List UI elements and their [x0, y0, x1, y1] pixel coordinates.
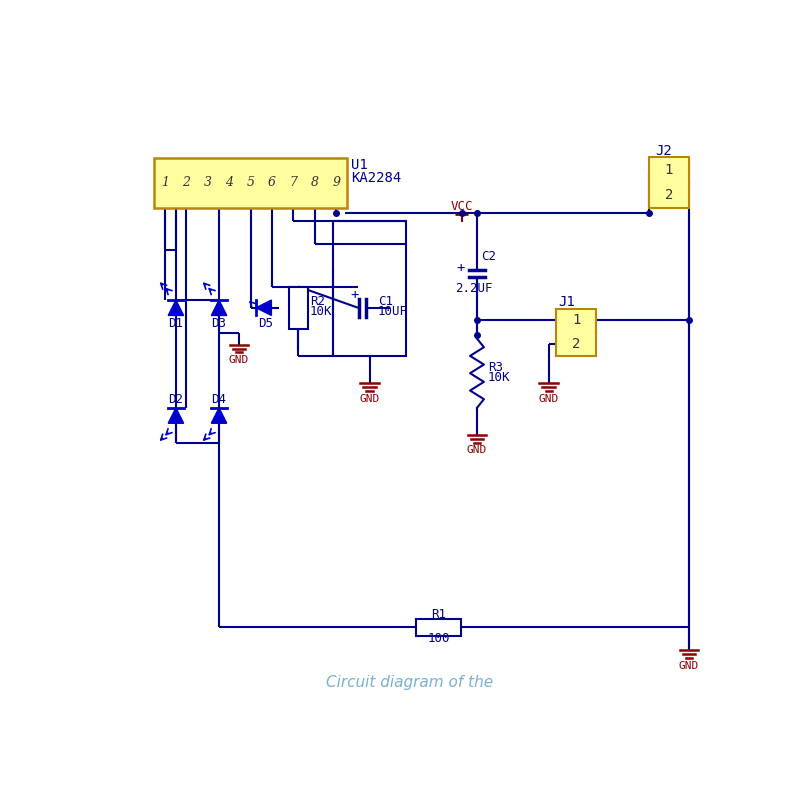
Text: 6: 6 [268, 176, 276, 189]
Text: GND: GND [229, 355, 249, 365]
Text: 5: 5 [246, 176, 254, 189]
Text: 10UF: 10UF [378, 305, 408, 318]
Text: +: + [456, 262, 465, 275]
Text: GND: GND [467, 445, 487, 455]
Text: C1: C1 [378, 295, 393, 308]
Bar [289, 286, 307, 329]
Text: +: + [350, 289, 358, 302]
Text: 1: 1 [161, 176, 169, 189]
Text: 1: 1 [665, 162, 673, 177]
Text: 2.2UF: 2.2UF [455, 282, 493, 295]
Text: J1: J1 [558, 295, 575, 310]
Text: 2: 2 [572, 338, 581, 351]
Text: D5: D5 [258, 318, 274, 330]
Text: U1: U1 [351, 158, 368, 172]
Text: 10K: 10K [310, 305, 333, 318]
Text: 100: 100 [427, 632, 450, 646]
Text: C2: C2 [481, 250, 496, 262]
Text: 1: 1 [572, 314, 581, 327]
Polygon shape [256, 300, 271, 315]
Text: VCC: VCC [450, 200, 473, 213]
Text: 10K: 10K [488, 370, 510, 383]
Text: R1: R1 [431, 609, 446, 622]
Text: 7: 7 [290, 176, 298, 189]
Text: J2: J2 [655, 144, 672, 158]
Text: R2: R2 [310, 295, 325, 308]
Text: 9: 9 [332, 176, 340, 189]
Text: D3: D3 [211, 318, 226, 330]
Text: GND: GND [678, 661, 699, 670]
Text: GND: GND [538, 394, 558, 404]
Text: D2: D2 [169, 393, 183, 406]
Text: 4: 4 [226, 176, 234, 189]
Polygon shape [168, 408, 184, 423]
Text: GND: GND [359, 394, 380, 404]
Text: 2: 2 [665, 188, 673, 202]
Text: R3: R3 [488, 361, 502, 374]
Text: D4: D4 [211, 393, 226, 406]
Text: KA2284: KA2284 [351, 170, 402, 185]
Text: 2: 2 [182, 176, 190, 189]
Bar [416, 619, 461, 636]
Bar [649, 157, 689, 208]
Bar [333, 221, 406, 356]
Polygon shape [168, 300, 184, 315]
Bar [556, 309, 596, 356]
Text: D1: D1 [169, 318, 183, 330]
Bar [154, 158, 347, 208]
Text: 3: 3 [204, 176, 212, 189]
Text: Circuit diagram of the: Circuit diagram of the [326, 675, 494, 690]
Polygon shape [211, 408, 226, 423]
Polygon shape [211, 300, 226, 315]
Text: 8: 8 [310, 176, 318, 189]
